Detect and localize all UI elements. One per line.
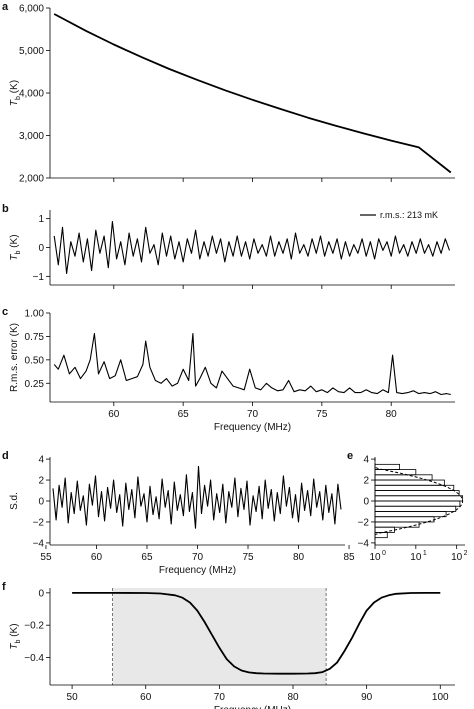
y-tick-label: 0.75 [25, 332, 45, 343]
y-axis-label: R.m.s. error (K) [9, 323, 20, 392]
x-tick-exponent: 1 [423, 550, 427, 557]
y-tick-label: −2 [33, 517, 45, 528]
y-tick-label: 1 [38, 214, 44, 225]
x-tick-label: 65 [141, 552, 153, 563]
shaded-band [112, 588, 327, 685]
y-tick-label: 4 [363, 455, 369, 466]
panel-c: c 0.25 0.50 0.75 1.00 60 65 70 75 80 Frequency (MH… [2, 306, 455, 433]
y-tick-label: 0 [363, 497, 369, 508]
y-tick-label: 3,000 [19, 131, 44, 142]
y-axis-label-main: T [9, 99, 20, 106]
series-line [53, 333, 451, 396]
y-tick-label: −1 [33, 272, 45, 283]
y-tick-label: 0 [38, 243, 44, 254]
series-line [53, 220, 451, 275]
y-tick-label: 0.25 [25, 379, 45, 390]
y-axis-label-unit: (K) [9, 80, 20, 96]
y-tick-label: 5,000 [19, 46, 44, 57]
y-tick-label: 0.50 [25, 355, 45, 366]
x-tick-label: 60 [140, 692, 152, 703]
x-tick-label: 75 [242, 552, 254, 563]
y-tick-label: −0.2 [24, 621, 44, 632]
x-tick-label: 65 [178, 409, 190, 420]
panel-label-d: d [2, 450, 9, 462]
fit-curve [374, 457, 464, 545]
y-axis-label-unit: (K) [9, 234, 20, 250]
series-line [52, 465, 342, 529]
x-tick-label: 50 [67, 692, 79, 703]
panel-label-b: b [2, 203, 9, 215]
y-axis-label: Tb (K) [9, 80, 22, 106]
x-tick-label: 90 [361, 692, 373, 703]
x-tick-label: 70 [214, 692, 226, 703]
series-line [53, 13, 452, 174]
y-axis-label-main: T [9, 254, 20, 261]
y-axis-label-main: T [9, 643, 20, 650]
x-tick-label: 10 [410, 552, 422, 563]
x-axis-label: Frequency (MHz) [159, 565, 236, 576]
y-tick-label: −4 [33, 538, 45, 549]
x-tick-label: 80 [293, 552, 305, 563]
x-axis-label: Frequency (MHz) [214, 705, 291, 709]
y-tick-label: 2,000 [19, 174, 44, 185]
x-axis-label: Frequency (MHz) [214, 422, 291, 433]
x-tick-label: 80 [386, 409, 398, 420]
panel-label-c: c [2, 306, 8, 318]
y-axis-label: Tb (K) [9, 623, 22, 649]
y-tick-label: 2 [38, 476, 44, 487]
y-axis-label-sub: b [15, 96, 22, 100]
x-tick-label: 70 [247, 409, 259, 420]
x-tick-exponent: 0 [382, 550, 386, 557]
y-tick-label: −4 [358, 538, 370, 549]
y-axis-label-sub: b [15, 639, 22, 643]
y-tick-label: −0.4 [24, 653, 44, 664]
y-tick-label: 4 [38, 455, 44, 466]
panel-f: f −0.4 −0.2 0 50 60 70 80 90 100 Frequency (MHz) Tb… [2, 581, 455, 709]
x-tick-label: 70 [192, 552, 204, 563]
x-tick-label: 75 [316, 409, 328, 420]
series-line [72, 592, 441, 675]
x-tick-label: 60 [108, 409, 120, 420]
panel-a: a 2,000 3,000 4,000 5,000 6,000 Tb (K) [2, 1, 455, 185]
panel-label-a: a [2, 1, 9, 13]
x-tick-label: 80 [287, 692, 299, 703]
y-tick-label: −2 [358, 517, 370, 528]
y-axis-label: S.d. [9, 492, 20, 510]
panel-d: d −4 −2 0 2 4 55 60 65 70 75 80 85 Frequency (MHz) S.d… [2, 450, 355, 576]
y-axis-label: Tb (K) [9, 234, 22, 260]
y-tick-label: 6,000 [19, 4, 44, 15]
legend-text: r.m.s.: 213 mK [380, 210, 438, 220]
panel-label-e: e [347, 450, 353, 462]
y-tick-label: 0 [38, 588, 44, 599]
x-tick-label: 100 [432, 692, 449, 703]
x-tick-exponent: 2 [464, 550, 468, 557]
x-tick-label: 10 [451, 552, 463, 563]
y-axis-label-sub: b [15, 250, 22, 254]
histogram-bar [374, 463, 400, 470]
y-tick-label: 2 [363, 476, 369, 487]
y-tick-label: 1.00 [25, 309, 45, 320]
x-tick-label: 55 [40, 552, 52, 563]
x-tick-label: 60 [91, 552, 103, 563]
panel-b: b −1 0 1 Tb (K) r.m.s.: 213 mK [2, 203, 455, 289]
y-axis-label-unit: (K) [9, 623, 20, 639]
panel-label-f: f [2, 581, 6, 593]
x-tick-label: 85 [343, 552, 355, 563]
x-tick-label: 10 [369, 552, 381, 563]
y-tick-label: 4,000 [19, 89, 44, 100]
y-tick-label: 0 [38, 497, 44, 508]
